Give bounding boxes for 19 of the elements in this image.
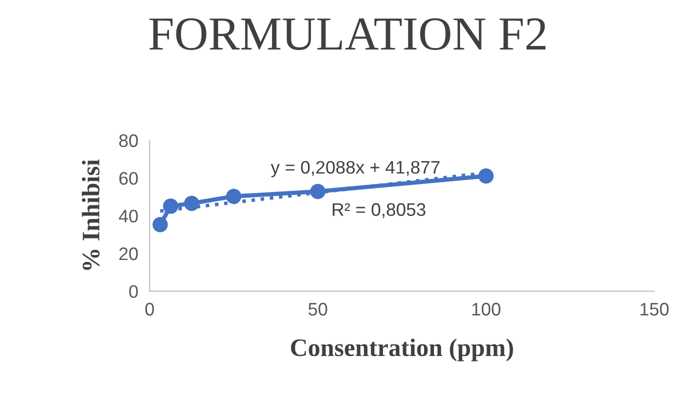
annotation: R² = 0,8053 [332, 203, 426, 218]
y-tick-label: 40 [118, 210, 138, 223]
point [478, 168, 494, 184]
point [310, 184, 326, 200]
point [226, 188, 242, 204]
y-tick-label: 80 [119, 134, 138, 148]
annotation: y = 0,2088x + 41,877 [270, 160, 440, 178]
x-tick-label: 100 [472, 302, 500, 316]
y-axis-title: % Inhibisi [82, 160, 100, 270]
x-tick-label: 150 [640, 302, 669, 316]
chart-title: FORMULATION F2 [149, 18, 546, 50]
x-tick-label: 0 [145, 302, 154, 316]
point [163, 198, 178, 214]
point [152, 217, 168, 232]
y-tick-label: 60 [119, 172, 138, 185]
y-tick-label: 20 [119, 247, 138, 260]
y-tick-label: 0 [129, 285, 138, 298]
x-tick-label: 50 [308, 302, 328, 316]
x-axis-title: Consentration (ppm) [291, 338, 514, 362]
